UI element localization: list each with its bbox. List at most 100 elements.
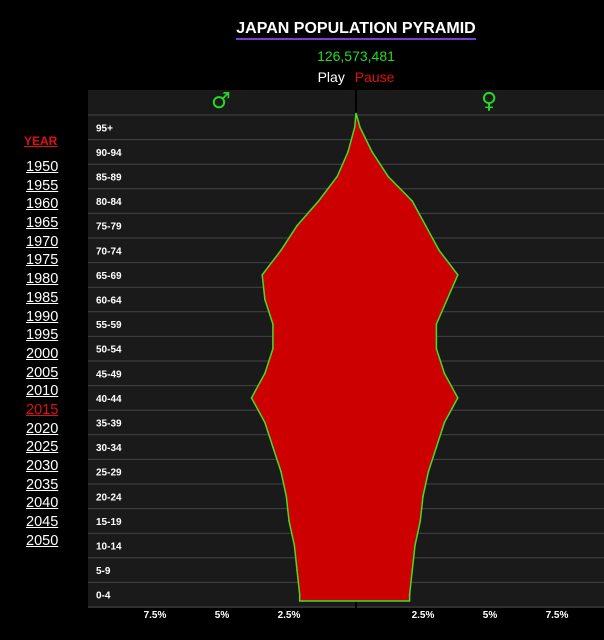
male-point-45-49: [264, 372, 266, 375]
year-link-1995[interactable]: 1995: [26, 327, 59, 344]
age-label-5-9: 5-9: [96, 566, 111, 577]
female-point-80-84: [411, 200, 414, 202]
x-tick-label: 5%: [483, 610, 498, 621]
male-icon: ♂: [211, 89, 231, 114]
female-point-55-59: [435, 323, 438, 325]
play-button[interactable]: Play: [317, 69, 345, 85]
year-link-1985[interactable]: 1985: [26, 289, 59, 306]
year-link-2035[interactable]: 2035: [26, 476, 59, 493]
male-point-50-54: [272, 347, 274, 350]
x-tick-label: 7.5%: [546, 610, 569, 621]
year-link-2040[interactable]: 2040: [26, 495, 59, 512]
female-point-60-64: [446, 298, 448, 301]
x-tick-label: 2.5%: [278, 610, 301, 621]
female-point-85-89: [387, 175, 389, 178]
x-axis-ticks: 7.5% 5% 2.5% 2.5% 5% 7.5%: [144, 610, 569, 621]
year-link-2010[interactable]: 2010: [26, 383, 59, 400]
female-point-95+: [359, 126, 361, 129]
age-label-0-4: 0-4: [96, 591, 111, 602]
age-label-65-69: 65-69: [96, 271, 122, 282]
year-link-2025[interactable]: 2025: [26, 439, 59, 456]
male-point-40-44: [250, 397, 253, 399]
male-point-75-79: [296, 224, 298, 227]
age-label-25-29: 25-29: [96, 468, 122, 479]
male-point-65-69: [261, 274, 264, 276]
female-point-5-9: [411, 569, 414, 571]
year-list: 1950 1955 1960 1965 1970 1975 1980 1985 1990 1995…: [24, 158, 68, 550]
female-point-15-19: [419, 520, 422, 522]
male-point-20-24: [285, 495, 288, 498]
female-point-50-54: [435, 347, 438, 350]
age-label-80-84: 80-84: [96, 197, 122, 208]
year-link-1950[interactable]: 1950: [26, 159, 59, 175]
year-link-2045[interactable]: 2045: [26, 514, 59, 531]
female-point-20-24: [422, 495, 424, 498]
age-label-40-44: 40-44: [96, 394, 122, 405]
year-link-2050[interactable]: 2050: [26, 532, 59, 549]
age-label-30-34: 30-34: [96, 443, 122, 454]
age-label-20-24: 20-24: [96, 492, 122, 503]
age-labels: 0-4 5-9 10-14 15-19 20-24 25-29 30-34 35-39 40-4…: [96, 123, 122, 601]
age-label-90-94: 90-94: [96, 148, 122, 159]
age-label-95+: 95+: [96, 123, 113, 134]
female-point-70-74: [438, 249, 440, 252]
year-link-1955[interactable]: 1955: [26, 177, 59, 194]
female-point-25-29: [427, 470, 430, 473]
year-link-2030[interactable]: 2030: [26, 458, 59, 474]
age-label-45-49: 45-49: [96, 369, 122, 380]
male-point-85-89: [336, 175, 339, 178]
year-link-1990[interactable]: 1990: [26, 308, 59, 325]
male-point-35-39: [264, 421, 266, 424]
female-point-75-79: [424, 224, 427, 227]
age-label-50-54: 50-54: [96, 345, 122, 356]
chart-title: JAPAN POPULATION PYRAMID: [0, 20, 604, 40]
male-point-5-9: [296, 569, 298, 571]
x-tick-label: 7.5%: [144, 610, 167, 621]
year-link-1975[interactable]: 1975: [26, 252, 59, 269]
male-point-30-34: [272, 446, 274, 448]
male-point-90-94: [347, 151, 349, 153]
year-link-1965[interactable]: 1965: [26, 215, 59, 232]
female-point-10-14: [414, 544, 416, 547]
x-tick-label: 5%: [215, 610, 230, 621]
age-label-60-64: 60-64: [96, 296, 122, 307]
female-point-45-49: [443, 372, 446, 375]
year-selector: YEAR 1950 1955 1960 1965 1970 1975 1980 1985 199…: [24, 134, 68, 550]
age-label-10-14: 10-14: [96, 542, 122, 553]
pause-button[interactable]: Pause: [354, 69, 395, 85]
age-label-15-19: 15-19: [96, 517, 122, 528]
year-link-1970[interactable]: 1970: [26, 233, 59, 250]
female-point-30-34: [435, 446, 438, 448]
female-point-90-94: [371, 151, 373, 153]
female-point-0-4: [408, 593, 411, 596]
pyramid-shape: [250, 112, 459, 602]
male-point-60-64: [264, 298, 266, 301]
female-point-40-44: [457, 397, 459, 399]
year-link-2020[interactable]: 2020: [26, 420, 59, 437]
male-point-25-29: [280, 470, 282, 473]
male-point-55-59: [272, 323, 274, 325]
year-link-2015[interactable]: 2015: [26, 401, 59, 418]
female-point-35-39: [443, 421, 446, 424]
year-link-2005[interactable]: 2005: [26, 364, 59, 381]
male-point-70-74: [280, 249, 282, 252]
year-link-1960[interactable]: 1960: [26, 196, 59, 213]
male-point-80-84: [317, 200, 320, 202]
x-tick-label: 2.5%: [412, 610, 435, 621]
total-population: 126,573,481: [317, 48, 395, 64]
playback-controls: Play Pause: [0, 69, 604, 85]
male-point-10-14: [293, 544, 296, 547]
population-area: [250, 112, 459, 602]
age-label-85-89: 85-89: [96, 173, 122, 184]
year-header: YEAR: [24, 134, 58, 148]
year-link-1980[interactable]: 1980: [26, 271, 59, 288]
female-point-65-69: [457, 274, 459, 276]
female-icon: ♀: [481, 89, 497, 114]
male-point-0-4: [298, 593, 301, 596]
male-point-15-19: [288, 520, 290, 522]
year-link-2000[interactable]: 2000: [26, 345, 59, 362]
age-label-55-59: 55-59: [96, 320, 122, 331]
chart-title-text: JAPAN POPULATION PYRAMID: [236, 20, 476, 40]
age-label-35-39: 35-39: [96, 419, 122, 430]
